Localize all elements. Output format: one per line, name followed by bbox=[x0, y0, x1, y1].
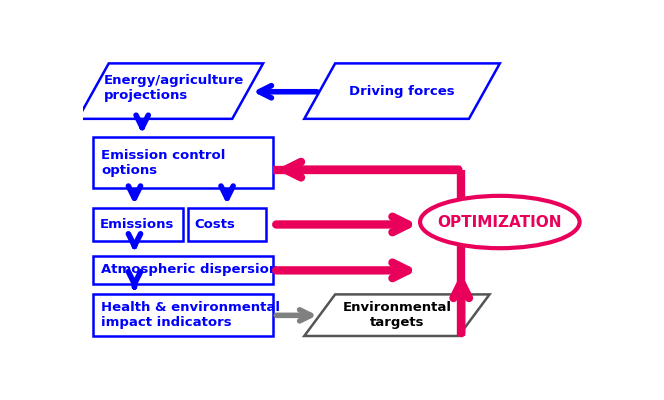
FancyBboxPatch shape bbox=[189, 208, 266, 240]
FancyBboxPatch shape bbox=[93, 294, 274, 336]
Polygon shape bbox=[78, 64, 263, 119]
Text: Environmental
targets: Environmental targets bbox=[343, 301, 452, 329]
Text: Emissions: Emissions bbox=[100, 218, 174, 231]
Text: Atmospheric dispersion: Atmospheric dispersion bbox=[101, 263, 278, 276]
Text: Emission control
options: Emission control options bbox=[101, 149, 225, 177]
Ellipse shape bbox=[420, 196, 580, 248]
Text: Driving forces: Driving forces bbox=[349, 85, 455, 98]
Text: Costs: Costs bbox=[195, 218, 236, 231]
Polygon shape bbox=[304, 294, 489, 336]
Polygon shape bbox=[304, 64, 500, 119]
Text: Energy/agriculture
projections: Energy/agriculture projections bbox=[104, 74, 244, 102]
FancyBboxPatch shape bbox=[93, 137, 274, 188]
FancyBboxPatch shape bbox=[93, 256, 274, 284]
Text: OPTIMIZATION: OPTIMIZATION bbox=[438, 214, 562, 230]
FancyBboxPatch shape bbox=[93, 208, 183, 240]
Text: Health & environmental
impact indicators: Health & environmental impact indicators bbox=[101, 301, 280, 329]
